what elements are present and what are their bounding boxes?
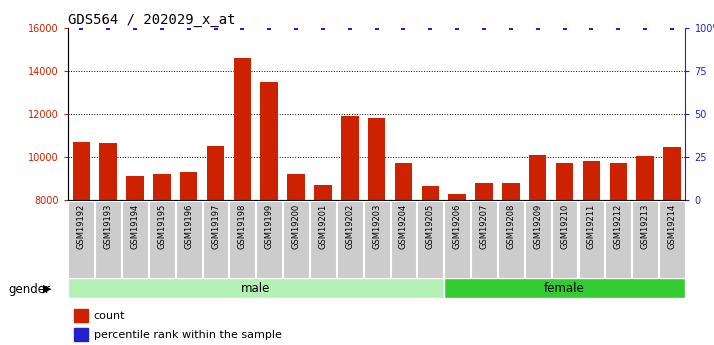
Bar [207, 146, 224, 345]
Bar [99, 143, 117, 345]
Bar [583, 161, 600, 345]
FancyBboxPatch shape [444, 201, 470, 278]
Text: GSM19211: GSM19211 [587, 204, 596, 249]
FancyBboxPatch shape [605, 201, 631, 278]
FancyBboxPatch shape [471, 201, 497, 278]
Bar [448, 194, 466, 345]
Text: GSM19194: GSM19194 [131, 204, 139, 249]
Bar [502, 183, 520, 345]
Text: GSM19200: GSM19200 [291, 204, 301, 249]
Bar [663, 147, 680, 345]
Bar [287, 174, 305, 345]
Bar [636, 156, 654, 345]
FancyBboxPatch shape [525, 201, 550, 278]
Bar [153, 174, 171, 345]
FancyBboxPatch shape [578, 201, 604, 278]
Text: GSM19212: GSM19212 [614, 204, 623, 249]
FancyBboxPatch shape [552, 201, 578, 278]
Text: GSM19209: GSM19209 [533, 204, 542, 249]
Bar [421, 186, 439, 345]
Text: GSM19204: GSM19204 [399, 204, 408, 249]
FancyBboxPatch shape [337, 201, 363, 278]
Bar [395, 164, 412, 345]
FancyBboxPatch shape [659, 201, 685, 278]
Text: GSM19192: GSM19192 [77, 204, 86, 249]
Text: GSM19193: GSM19193 [104, 204, 113, 249]
Text: ▶: ▶ [43, 284, 51, 294]
FancyBboxPatch shape [498, 201, 524, 278]
Text: GSM19198: GSM19198 [238, 204, 247, 249]
Text: male: male [241, 282, 271, 295]
Text: GSM19206: GSM19206 [453, 204, 462, 249]
Text: count: count [94, 311, 125, 321]
Text: GSM19205: GSM19205 [426, 204, 435, 249]
Bar [126, 176, 144, 345]
FancyBboxPatch shape [176, 201, 201, 278]
Text: GSM19195: GSM19195 [157, 204, 166, 249]
FancyBboxPatch shape [203, 201, 228, 278]
Text: GSM19203: GSM19203 [372, 204, 381, 249]
Text: GSM19213: GSM19213 [640, 204, 650, 249]
Text: GSM19210: GSM19210 [560, 204, 569, 249]
Text: GSM19197: GSM19197 [211, 204, 220, 249]
Bar [314, 185, 332, 345]
Text: GSM19202: GSM19202 [346, 204, 354, 249]
Text: GDS564 / 202029_x_at: GDS564 / 202029_x_at [68, 12, 236, 27]
Bar [74, 328, 88, 341]
Bar [368, 118, 386, 345]
Bar [476, 183, 493, 345]
FancyBboxPatch shape [283, 201, 309, 278]
FancyBboxPatch shape [310, 201, 336, 278]
FancyBboxPatch shape [69, 201, 94, 278]
FancyBboxPatch shape [418, 201, 443, 278]
Bar [341, 116, 358, 345]
Bar [68, 278, 444, 298]
Text: GSM19207: GSM19207 [480, 204, 488, 249]
Bar [261, 81, 278, 345]
FancyBboxPatch shape [363, 201, 390, 278]
Bar [74, 309, 88, 322]
Bar [233, 58, 251, 345]
Bar [180, 172, 197, 345]
FancyBboxPatch shape [229, 201, 256, 278]
Text: gender: gender [9, 283, 51, 296]
FancyBboxPatch shape [256, 201, 282, 278]
Bar [444, 278, 685, 298]
FancyBboxPatch shape [149, 201, 175, 278]
Text: GSM19196: GSM19196 [184, 204, 193, 249]
Bar [556, 164, 573, 345]
Text: GSM19201: GSM19201 [318, 204, 328, 249]
Text: female: female [544, 282, 585, 295]
FancyBboxPatch shape [633, 201, 658, 278]
FancyBboxPatch shape [122, 201, 148, 278]
Bar [610, 164, 627, 345]
Text: GSM19199: GSM19199 [265, 204, 273, 249]
Bar [73, 142, 90, 345]
Text: percentile rank within the sample: percentile rank within the sample [94, 330, 281, 339]
Bar [529, 155, 546, 345]
Text: GSM19214: GSM19214 [668, 204, 676, 249]
FancyBboxPatch shape [95, 201, 121, 278]
FancyBboxPatch shape [391, 201, 416, 278]
Text: GSM19208: GSM19208 [506, 204, 516, 249]
